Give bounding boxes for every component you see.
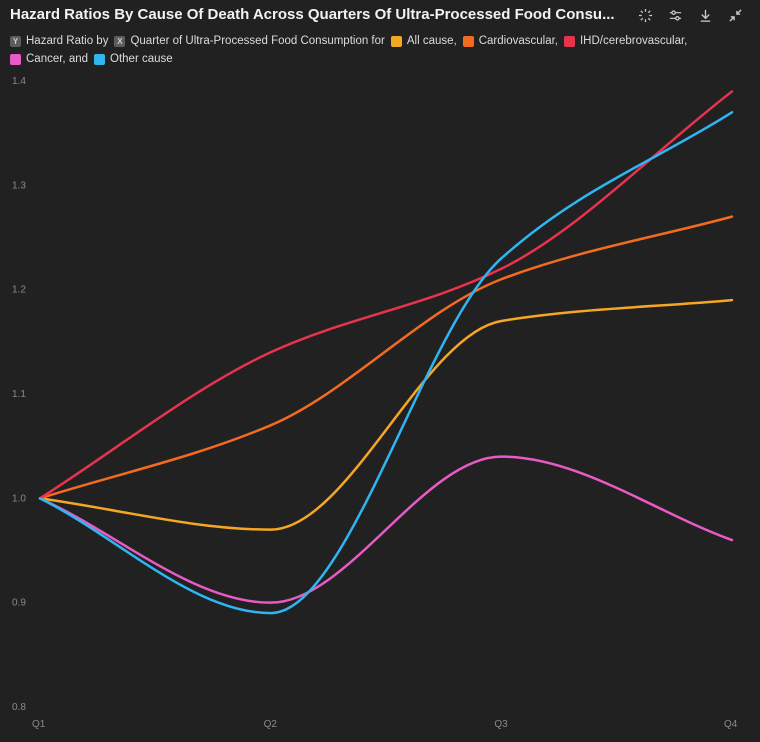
series-line-other-cause[interactable]: [38, 111, 734, 615]
y-tick-label: 0.8: [12, 702, 26, 713]
legend-series-label: All cause,: [406, 35, 457, 47]
y-tick-label: 1.2: [12, 285, 26, 296]
sparkle-icon[interactable]: [634, 5, 656, 25]
legend-series-label: Other cause: [110, 53, 173, 65]
all-cause-swatch: [390, 35, 402, 47]
x-tick-label: Q1: [32, 719, 46, 730]
ihd-swatch: [563, 35, 575, 47]
legend-series-label: IHD/cerebrovascular,: [579, 35, 688, 47]
y-badge: Y: [10, 35, 21, 47]
x-tick-label: Q3: [494, 719, 508, 730]
legend-x-axis: X Quarter of Ultra-Processed Food Consum…: [114, 35, 385, 47]
x-badge: X: [114, 35, 126, 47]
chart-header: Hazard Ratios By Cause Of Death Across Q…: [0, 0, 760, 30]
legend-cardiovascular[interactable]: Cardiovascular,: [462, 35, 558, 47]
series-line-cardiovascular[interactable]: [38, 215, 734, 500]
y-tick-label: 1.0: [12, 493, 26, 504]
y-tick-label: 1.3: [12, 180, 26, 191]
legend-ihd[interactable]: IHD/cerebrovascular,: [563, 35, 688, 47]
cardiovascular-swatch: [462, 35, 474, 47]
y-tick-label: 0.9: [12, 598, 26, 609]
legend-x-label: Quarter of Ultra-Processed Food Consumpt…: [130, 35, 385, 47]
download-icon[interactable]: [694, 5, 716, 25]
legend-all-cause[interactable]: All cause,: [390, 35, 457, 47]
other-cause-swatch: [94, 53, 106, 65]
legend-cancer[interactable]: Cancer, and: [10, 53, 88, 65]
series-line-all-cause[interactable]: [38, 298, 734, 531]
x-tick-label: Q4: [724, 719, 738, 730]
legend-series-label: Cardiovascular,: [478, 35, 558, 47]
chart-legend: Y Hazard Ratio by X Quarter of Ultra-Pro…: [10, 35, 750, 65]
x-tick-label: Q2: [264, 719, 278, 730]
legend-y-axis: Y Hazard Ratio by: [10, 35, 108, 47]
cancer-swatch: [10, 53, 21, 65]
legend-series-label: Cancer, and: [26, 53, 89, 65]
series-line-cancer[interactable]: [38, 455, 734, 604]
chart-toolbar: [634, 5, 746, 25]
legend-y-label: Hazard Ratio by: [26, 35, 109, 47]
legend-other-cause[interactable]: Other cause: [94, 53, 173, 65]
collapse-icon[interactable]: [724, 5, 746, 25]
series-line-ihd-cerebrovascular[interactable]: [38, 90, 734, 500]
sliders-icon[interactable]: [664, 5, 686, 25]
y-tick-label: 1.1: [12, 389, 26, 400]
y-tick-label: 1.4: [12, 76, 26, 87]
